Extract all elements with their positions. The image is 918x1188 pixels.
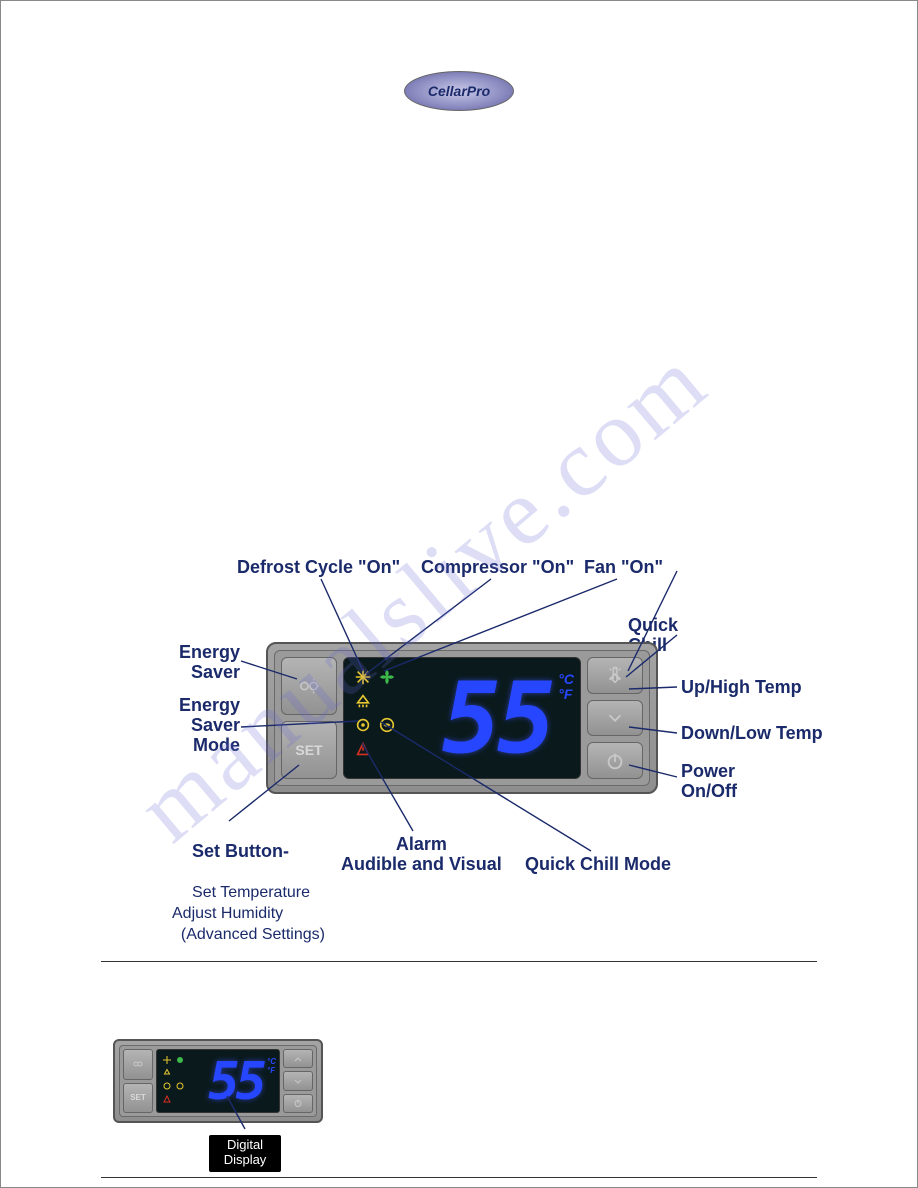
control-panel-main: SET: [266, 642, 658, 794]
digital-display-label: Digital Display: [209, 1135, 281, 1172]
chill-icon: [378, 716, 396, 734]
label-power: Power On/Off: [681, 761, 737, 801]
label-defrost: Defrost Cycle "On": [237, 557, 400, 577]
alarm-icon: [354, 740, 372, 758]
unit-c-small: °C: [267, 1057, 276, 1066]
callout-lines: [1, 1, 918, 1188]
control-panel-small: SET: [113, 1039, 323, 1123]
alarm-icon: [162, 1094, 172, 1104]
unit-c: °C: [558, 671, 574, 687]
right-button-column-small: [283, 1049, 313, 1113]
down-arrow-icon: [604, 707, 626, 729]
temperature-readout-small: 55: [208, 1056, 263, 1102]
unit-f: °F: [558, 686, 572, 702]
right-button-column: [587, 657, 643, 779]
up-arrow-icon: [604, 664, 626, 686]
drop-icon: [162, 1068, 172, 1078]
snowflake-icon: [162, 1055, 172, 1065]
left-button-column-small: SET: [123, 1049, 153, 1113]
power-icon: [292, 1097, 304, 1109]
divider-2: [101, 1177, 817, 1178]
moon-sun-icon: [298, 675, 320, 697]
set-button-label-small: SET: [130, 1093, 146, 1102]
panel-body: SET: [274, 650, 650, 786]
left-button-column: SET: [281, 657, 337, 779]
energy-saver-button[interactable]: [281, 657, 337, 715]
eco-icon: [162, 1081, 172, 1091]
label-fan: Fan "On": [584, 557, 663, 577]
power-button[interactable]: [587, 742, 643, 779]
unit-f-small: °F: [267, 1066, 275, 1075]
lcd-screen-small: 55 °C °F: [156, 1049, 280, 1113]
label-alarm: Alarm Audible and Visual: [341, 834, 502, 874]
label-up: Up/High Temp: [681, 677, 802, 697]
eco-icon: [354, 716, 372, 734]
moon-sun-icon: [132, 1058, 144, 1070]
down-button[interactable]: [587, 700, 643, 737]
up-button[interactable]: [587, 657, 643, 694]
label-set: Set Button- Set Temperature Adjust Humid…: [172, 821, 325, 964]
chill-icon: [175, 1081, 185, 1091]
label-compressor: Compressor "On": [421, 557, 574, 577]
status-icons-small: [162, 1055, 185, 1104]
power-icon: [604, 750, 626, 772]
fan-icon: [175, 1055, 185, 1065]
label-down: Down/Low Temp: [681, 723, 823, 743]
up-arrow-icon: [292, 1053, 304, 1065]
label-set-body: Set Temperature Adjust Humidity (Advance…: [172, 884, 325, 943]
set-button[interactable]: SET: [281, 721, 337, 779]
set-button-small[interactable]: SET: [123, 1083, 153, 1114]
status-icons: [354, 668, 396, 758]
set-button-label: SET: [295, 742, 322, 758]
logo-text: CellarPro: [428, 83, 490, 99]
up-button-small[interactable]: [283, 1049, 313, 1068]
divider-1: [101, 961, 817, 962]
snowflake-icon: [354, 668, 372, 686]
panel-bezel: SET: [266, 642, 658, 794]
page: CellarPro manualslive.com Defrost Cycle …: [0, 0, 918, 1188]
down-arrow-icon: [292, 1075, 304, 1087]
cellarpro-logo: CellarPro: [404, 71, 514, 111]
label-energy-saver-mode: Energy Saver Mode: [179, 695, 240, 755]
label-quick-chill-mode: Quick Chill Mode: [525, 854, 671, 874]
power-button-small[interactable]: [283, 1094, 313, 1113]
fan-icon: [378, 668, 396, 686]
drop-icon: [354, 692, 372, 710]
lcd-screen: 55 °C °F: [343, 657, 581, 779]
label-energy-saver: Energy Saver: [179, 642, 240, 682]
down-button-small[interactable]: [283, 1071, 313, 1090]
temperature-units: °C °F: [558, 672, 574, 703]
label-set-title: Set Button-: [192, 841, 289, 861]
temperature-readout: 55: [442, 670, 552, 768]
panel-body-small: SET: [119, 1045, 317, 1117]
energy-saver-button-small[interactable]: [123, 1049, 153, 1080]
panel-bezel-small: SET: [113, 1039, 323, 1123]
temperature-units-small: °C °F: [267, 1058, 276, 1076]
